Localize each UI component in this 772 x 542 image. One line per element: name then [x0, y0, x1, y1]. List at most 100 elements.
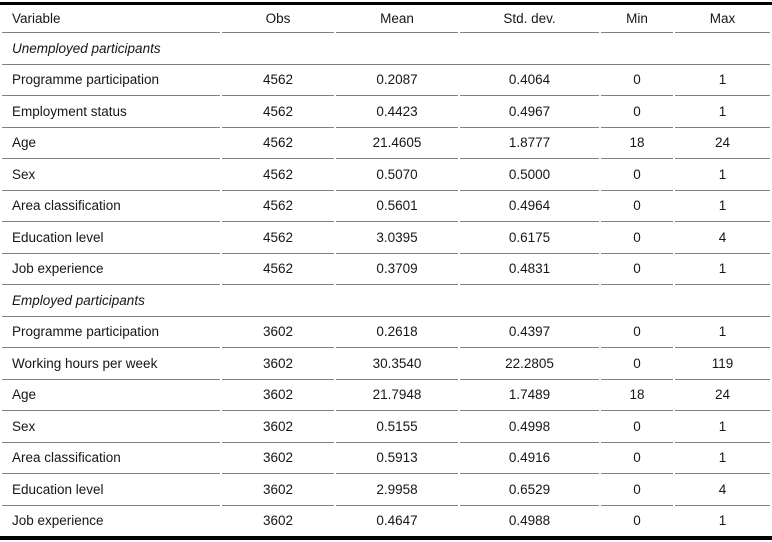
table-row: Education level 3602 2.9958 0.6529 0 4 — [2, 474, 770, 506]
cell-std-dev: 0.4916 — [460, 443, 599, 474]
table-row: Working hours per week 3602 30.3540 22.2… — [2, 348, 770, 380]
cell-std-dev: 0.4988 — [508, 513, 551, 529]
section-row-unemployed: Unemployed participants — [2, 33, 770, 65]
cell-variable: Age — [2, 380, 220, 411]
cell-mean: 0.5601 — [336, 191, 458, 222]
cell-variable: Programme participation — [2, 317, 220, 348]
cell-min: 0 — [601, 443, 673, 474]
cell-max: 1 — [675, 159, 770, 191]
cell-mean: 0.5155 — [336, 411, 458, 443]
cell-obs: 4562 — [222, 222, 334, 254]
cell-std-dev: 1.8777 — [460, 128, 599, 159]
cell-obs: 3602 — [222, 474, 334, 506]
table-row: Area classification 4562 0.5601 0.4964 0… — [2, 191, 770, 222]
cell-mean: 30.3540 — [336, 348, 458, 380]
cell-variable: Sex — [2, 411, 220, 443]
cell-variable: Job experience — [12, 513, 104, 529]
cell-std-dev: 0.6175 — [460, 222, 599, 254]
cell-obs: 4562 — [222, 191, 334, 222]
cell-variable: Age — [2, 128, 220, 159]
cell-max: 1 — [675, 411, 770, 443]
cell-max: 24 — [675, 128, 770, 159]
cell-variable: Area classification — [2, 191, 220, 222]
section-label-employed: Employed participants — [2, 285, 770, 317]
cell-variable: Job experience — [2, 254, 220, 285]
cell-std-dev: 0.6529 — [460, 474, 599, 506]
cell-std-dev: 0.4397 — [460, 317, 599, 348]
cell-min: 18 — [601, 380, 673, 411]
column-header-mean: Mean — [336, 5, 458, 33]
cell-mean: 21.4605 — [336, 128, 458, 159]
cell-mean: 3.0395 — [336, 222, 458, 254]
cell-max: 4 — [675, 474, 770, 506]
section-label-unemployed: Unemployed participants — [2, 33, 770, 65]
table-row: Age 3602 21.7948 1.7489 18 24 — [2, 380, 770, 411]
cell-mean: 0.5070 — [336, 159, 458, 191]
cell-min: 0 — [601, 65, 673, 96]
cell-max: 1 — [675, 191, 770, 222]
table-row: Job experience 3602 0.4647 0.4988 0 1 — [2, 506, 770, 537]
table-row: Sex 3602 0.5155 0.4998 0 1 — [2, 411, 770, 443]
table-row: Programme participation 3602 0.2618 0.43… — [2, 317, 770, 348]
cell-std-dev: 0.4998 — [460, 411, 599, 443]
section-row-employed: Employed participants — [2, 285, 770, 317]
table-row: Age 4562 21.4605 1.8777 18 24 — [2, 128, 770, 159]
cell-min: 0 — [601, 411, 673, 443]
cell-min: 0 — [633, 513, 641, 529]
cell-mean: 0.5913 — [336, 443, 458, 474]
cell-variable: Education level — [2, 474, 220, 506]
cell-variable: Working hours per week — [2, 348, 220, 380]
cell-obs: 3602 — [222, 380, 334, 411]
cell-min: 0 — [601, 96, 673, 128]
cell-mean: 0.3709 — [336, 254, 458, 285]
cell-mean: 0.4423 — [336, 96, 458, 128]
cell-min: 0 — [601, 254, 673, 285]
cell-obs: 3602 — [222, 348, 334, 380]
cell-mean: 2.9958 — [336, 474, 458, 506]
cell-min: 0 — [601, 317, 673, 348]
column-header-std-dev: Std. dev. — [460, 5, 599, 33]
cell-obs: 4562 — [222, 159, 334, 191]
cell-variable: Education level — [2, 222, 220, 254]
cell-max: 4 — [675, 222, 770, 254]
cell-obs: 3602 — [222, 317, 334, 348]
cell-obs: 3602 — [262, 513, 294, 529]
column-header-max: Max — [675, 5, 770, 33]
table-row: Sex 4562 0.5070 0.5000 0 1 — [2, 159, 770, 191]
cell-max: 1 — [675, 96, 770, 128]
cell-mean: 0.2087 — [336, 65, 458, 96]
cell-variable: Area classification — [2, 443, 220, 474]
cell-std-dev: 0.4064 — [460, 65, 599, 96]
cell-min: 0 — [601, 159, 673, 191]
cell-std-dev: 22.2805 — [460, 348, 599, 380]
cell-min: 0 — [601, 474, 673, 506]
cell-max: 1 — [675, 254, 770, 285]
cell-max: 119 — [675, 348, 770, 380]
cell-mean: 0.2618 — [336, 317, 458, 348]
cell-obs: 4562 — [222, 254, 334, 285]
cell-min: 0 — [601, 191, 673, 222]
cell-variable: Sex — [2, 159, 220, 191]
cell-obs: 3602 — [222, 443, 334, 474]
table-row: Employment status 4562 0.4423 0.4967 0 1 — [2, 96, 770, 128]
cell-max: 1 — [675, 443, 770, 474]
cell-obs: 4562 — [222, 96, 334, 128]
cell-variable: Employment status — [2, 96, 220, 128]
cell-min: 0 — [601, 222, 673, 254]
table-row: Education level 4562 3.0395 0.6175 0 4 — [2, 222, 770, 254]
cell-obs: 4562 — [222, 128, 334, 159]
cell-obs: 3602 — [222, 411, 334, 443]
column-header-variable: Variable — [2, 5, 220, 33]
cell-min: 18 — [601, 128, 673, 159]
cell-min: 0 — [601, 348, 673, 380]
cell-mean: 0.4647 — [376, 513, 418, 529]
column-header-min: Min — [601, 5, 673, 33]
cell-variable: Programme participation — [2, 65, 220, 96]
cell-obs: 4562 — [222, 65, 334, 96]
cell-std-dev: 0.5000 — [460, 159, 599, 191]
table-row: Programme participation 4562 0.2087 0.40… — [2, 65, 770, 96]
cell-mean: 21.7948 — [336, 380, 458, 411]
cell-max: 1 — [675, 317, 770, 348]
cell-max: 1 — [718, 513, 727, 529]
